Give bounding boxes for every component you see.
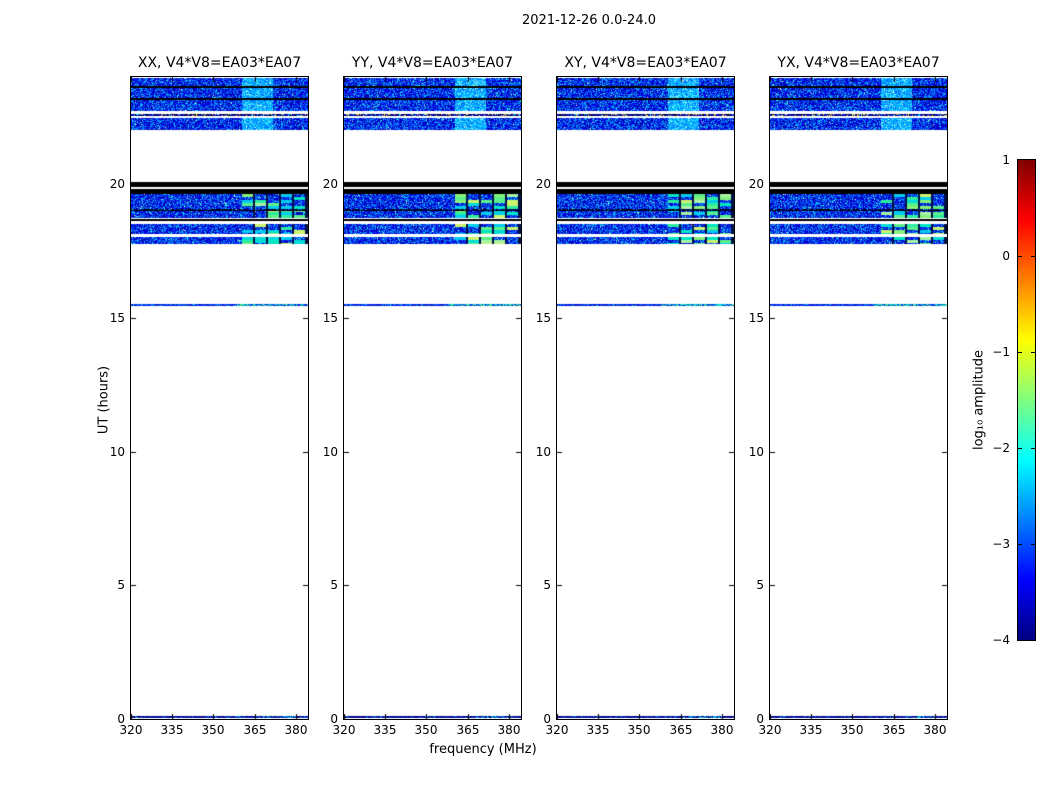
- x-tick-label: 320: [119, 723, 143, 737]
- colorbar-tick-label: 0: [1002, 249, 1010, 263]
- y-tick-label: 15: [535, 311, 551, 325]
- colorbar-tick-mark: [1031, 544, 1035, 545]
- y-tick-label: 15: [322, 311, 338, 325]
- y-tick-label: 5: [543, 578, 551, 592]
- x-tick-label: 335: [373, 723, 397, 737]
- panel-xy: XY, V4*V8=EA03*EA07 0 5 10 15 20 320 335 350 365…: [536, 55, 735, 737]
- y-tick-label: 5: [330, 578, 338, 592]
- x-tick-label: 365: [456, 723, 480, 737]
- spectrogram-canvas-xx: [130, 76, 309, 720]
- colorbar-label: log₁₀ amplitude: [971, 349, 987, 451]
- x-tick-label: 335: [586, 723, 610, 737]
- x-tick-label: 350: [201, 723, 225, 737]
- y-tick-label: 0: [756, 712, 764, 726]
- colorbar-tick-label: −4: [992, 633, 1010, 647]
- figure-title: 2021-12-26 0.0-24.0: [522, 13, 656, 28]
- y-tick-label: 0: [117, 712, 125, 726]
- panel-title-xy: XY, V4*V8=EA03*EA07: [564, 55, 727, 71]
- y-tick-label: 5: [117, 578, 125, 592]
- y-axis-label: UT (hours): [96, 365, 112, 435]
- colorbar-tick-mark: [1018, 448, 1022, 449]
- x-tick-label: 350: [627, 723, 651, 737]
- x-tick-label: 380: [923, 723, 947, 737]
- panel-yx: YX, V4*V8=EA03*EA07 0 5 10 15 20 320 335 350 365…: [749, 55, 948, 737]
- y-tick-label: 10: [322, 445, 338, 459]
- x-tick-label: 350: [414, 723, 438, 737]
- y-tick-label: 15: [109, 311, 125, 325]
- panel-title-yx: YX, V4*V8=EA03*EA07: [777, 55, 940, 71]
- colorbar-tick-mark: [1018, 256, 1022, 257]
- x-tick-label: 380: [710, 723, 734, 737]
- y-tick-label: 0: [543, 712, 551, 726]
- colorbar-tick-label: −3: [992, 537, 1010, 551]
- colorbar-tick-label: −2: [992, 441, 1010, 455]
- x-tick-label: 365: [669, 723, 693, 737]
- x-tick-label: 365: [243, 723, 267, 737]
- x-tick-label: 380: [284, 723, 308, 737]
- y-tick-label: 15: [748, 311, 764, 325]
- x-tick-label: 350: [840, 723, 864, 737]
- spectrogram-canvas-yy: [343, 76, 522, 720]
- panel-title-yy: YY, V4*V8=EA03*EA07: [351, 55, 514, 71]
- colorbar-tick-label: −1: [992, 345, 1010, 359]
- colorbar-tick-mark: [1031, 448, 1035, 449]
- panel-title-xx: XX, V4*V8=EA03*EA07: [137, 55, 302, 71]
- y-tick-label: 20: [109, 177, 125, 191]
- x-tick-label: 320: [332, 723, 356, 737]
- colorbar-tick-mark: [1018, 544, 1022, 545]
- colorbar-tick-mark: [1031, 352, 1035, 353]
- panel-yy: YY, V4*V8=EA03*EA07 0 5 10 15 20 320 335 350 365…: [323, 55, 522, 737]
- y-tick-label: 20: [322, 177, 338, 191]
- y-tick-label: 20: [748, 177, 764, 191]
- x-tick-label: 335: [160, 723, 184, 737]
- x-axis-label: frequency (MHz): [429, 742, 537, 757]
- y-tick-label: 20: [535, 177, 551, 191]
- spectrogram-canvas-xy: [556, 76, 735, 720]
- y-tick-label: 10: [109, 445, 125, 459]
- spectrogram-canvas-yx: [769, 76, 948, 720]
- y-tick-label: 0: [330, 712, 338, 726]
- x-tick-label: 320: [758, 723, 782, 737]
- colorbar-tick-mark: [1031, 256, 1035, 257]
- colorbar-tick-mark: [1018, 352, 1022, 353]
- colorbar: [1017, 159, 1036, 641]
- panel-xx: XX, V4*V8=EA03*EA07 0 5 10 15 20 320 335 350 365…: [110, 55, 309, 737]
- colorbar-tick-label: 1: [1002, 153, 1010, 167]
- y-tick-label: 10: [535, 445, 551, 459]
- x-tick-label: 365: [882, 723, 906, 737]
- x-tick-label: 320: [545, 723, 569, 737]
- y-tick-label: 5: [756, 578, 764, 592]
- x-tick-label: 380: [497, 723, 521, 737]
- x-tick-label: 335: [799, 723, 823, 737]
- y-tick-label: 10: [748, 445, 764, 459]
